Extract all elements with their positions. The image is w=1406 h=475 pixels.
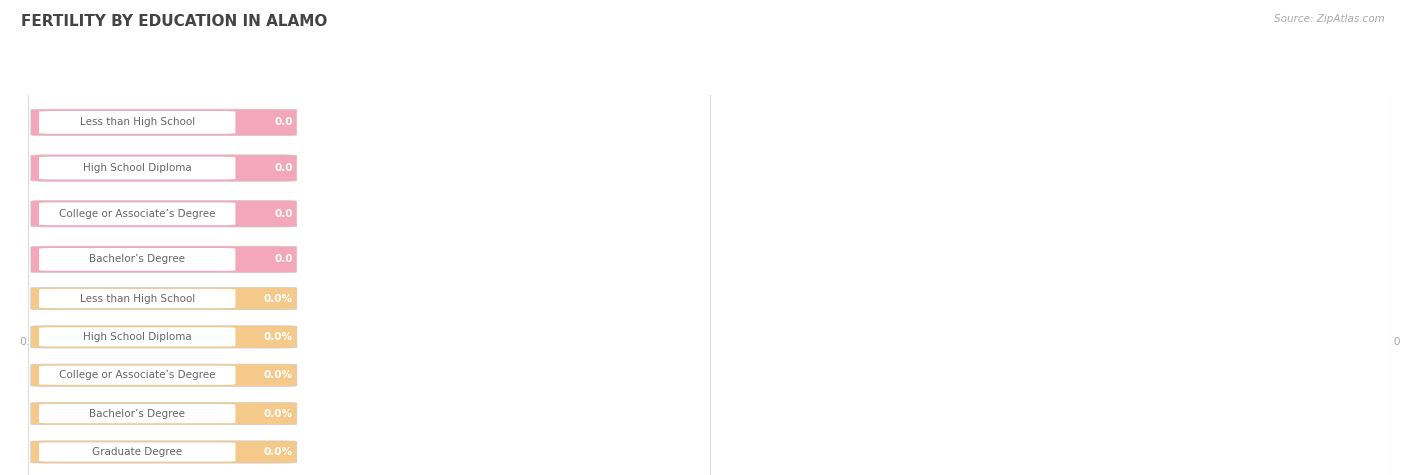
Text: Graduate Degree: Graduate Degree bbox=[93, 300, 183, 310]
FancyBboxPatch shape bbox=[39, 327, 235, 346]
FancyBboxPatch shape bbox=[31, 287, 297, 310]
Text: College or Associate’s Degree: College or Associate’s Degree bbox=[59, 370, 215, 380]
FancyBboxPatch shape bbox=[39, 202, 235, 225]
Text: 0.0: 0.0 bbox=[274, 300, 292, 310]
Text: 0.0%: 0.0% bbox=[264, 370, 292, 380]
FancyBboxPatch shape bbox=[31, 246, 297, 273]
FancyBboxPatch shape bbox=[31, 292, 297, 318]
Text: 0.0: 0.0 bbox=[274, 255, 292, 265]
FancyBboxPatch shape bbox=[31, 326, 297, 348]
FancyBboxPatch shape bbox=[39, 294, 235, 316]
FancyBboxPatch shape bbox=[31, 109, 297, 136]
Text: FERTILITY BY EDUCATION IN ALAMO: FERTILITY BY EDUCATION IN ALAMO bbox=[21, 14, 328, 29]
Text: Source: ZipAtlas.com: Source: ZipAtlas.com bbox=[1274, 14, 1385, 24]
Text: 0.0%: 0.0% bbox=[264, 294, 292, 304]
Text: 0.0%: 0.0% bbox=[264, 332, 292, 342]
Text: 0.0%: 0.0% bbox=[264, 447, 292, 457]
FancyBboxPatch shape bbox=[39, 157, 235, 180]
Text: High School Diploma: High School Diploma bbox=[83, 163, 191, 173]
Text: 0.0%: 0.0% bbox=[264, 408, 292, 418]
Text: Bachelor’s Degree: Bachelor’s Degree bbox=[89, 408, 186, 418]
FancyBboxPatch shape bbox=[31, 155, 297, 181]
Text: College or Associate’s Degree: College or Associate’s Degree bbox=[59, 209, 215, 219]
FancyBboxPatch shape bbox=[39, 366, 235, 385]
FancyBboxPatch shape bbox=[31, 364, 297, 386]
FancyBboxPatch shape bbox=[39, 248, 235, 271]
Text: Less than High School: Less than High School bbox=[80, 294, 195, 304]
Text: High School Diploma: High School Diploma bbox=[83, 332, 191, 342]
Text: Graduate Degree: Graduate Degree bbox=[93, 447, 183, 457]
FancyBboxPatch shape bbox=[31, 402, 297, 425]
Text: 0.0: 0.0 bbox=[274, 209, 292, 219]
FancyBboxPatch shape bbox=[31, 200, 297, 227]
FancyBboxPatch shape bbox=[31, 441, 297, 463]
Text: Less than High School: Less than High School bbox=[80, 117, 195, 127]
Text: Bachelor’s Degree: Bachelor’s Degree bbox=[89, 255, 186, 265]
Text: 0.0: 0.0 bbox=[274, 163, 292, 173]
FancyBboxPatch shape bbox=[39, 442, 235, 462]
FancyBboxPatch shape bbox=[39, 111, 235, 134]
Text: 0.0: 0.0 bbox=[274, 117, 292, 127]
FancyBboxPatch shape bbox=[39, 404, 235, 423]
FancyBboxPatch shape bbox=[39, 289, 235, 308]
